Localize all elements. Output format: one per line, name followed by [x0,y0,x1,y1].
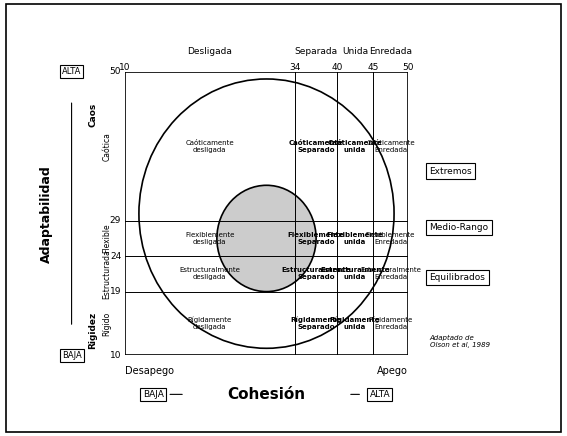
Text: 50: 50 [109,68,121,76]
Text: Flexiblemente
desligada: Flexiblemente desligada [185,232,235,245]
Text: Rígido: Rígido [103,311,112,336]
Text: Caos: Caos [88,102,98,126]
Text: Flexiblemente
Separado: Flexiblemente Separado [287,232,345,245]
Text: Caóticamente
unida: Caóticamente unida [328,140,382,153]
Text: 10: 10 [109,351,121,360]
Text: Caóticamente
Enredada: Caóticamente Enredada [366,140,415,153]
Text: Desligada: Desligada [187,47,232,56]
Text: Unida: Unida [342,47,368,56]
Text: Adaptado de
Olson et al, 1989: Adaptado de Olson et al, 1989 [430,334,490,348]
Text: 40: 40 [332,63,343,72]
Text: Estructuralmente
unida: Estructuralmente unida [320,267,390,280]
Text: Estructuralmente
desligada: Estructuralmente desligada [179,267,240,280]
Text: Adaptabilidad: Adaptabilidad [40,165,53,262]
Text: Rigidez: Rigidez [88,312,98,349]
Text: Rígidamente
Separado: Rígidamente Separado [291,317,341,330]
Text: Flexiblemente
Enredada: Flexiblemente Enredada [366,232,415,245]
Text: 45: 45 [367,63,379,72]
Text: Estructuralmente
Separado: Estructuralmente Separado [281,267,351,280]
Text: ALTA: ALTA [370,390,390,399]
Text: Rígidamente
unida: Rígidamente unida [330,317,380,330]
Text: Cohesión: Cohesión [227,387,306,402]
Text: 24: 24 [110,252,121,261]
Text: Flexible: Flexible [103,224,112,253]
Text: Enredada: Enredada [369,47,412,56]
Text: Estructurada: Estructurada [103,249,112,299]
Text: Equilibrados: Equilibrados [430,273,485,282]
Ellipse shape [217,185,316,292]
Text: 19: 19 [109,287,121,296]
Text: Flexiblemente
unida: Flexiblemente unida [327,232,383,245]
Text: Apego: Apego [378,366,408,376]
Text: BAJA: BAJA [62,351,82,360]
Ellipse shape [139,79,394,348]
Text: Desapego: Desapego [125,366,174,376]
Text: Caótica: Caótica [103,132,112,161]
Text: Caóticamente
desligada: Caóticamente desligada [185,140,234,153]
Text: 50: 50 [403,63,414,72]
Text: Caóticamente
Separado: Caóticamente Separado [289,140,344,153]
Text: Rígidamente
desligada: Rígidamente desligada [188,317,232,330]
Text: Separada: Separada [294,47,338,56]
Text: Extremos: Extremos [430,167,472,176]
Text: Rígidamente
Enredada: Rígidamente Enredada [369,317,413,330]
Text: BAJA: BAJA [143,390,163,399]
Text: ALTA: ALTA [62,68,81,76]
Text: 10: 10 [119,63,130,72]
Text: Estructuralmente
Enredada: Estructuralmente Enredada [360,267,421,280]
Text: Medio-Rango: Medio-Rango [430,223,489,232]
Text: 34: 34 [289,63,301,72]
Text: 29: 29 [110,216,121,225]
